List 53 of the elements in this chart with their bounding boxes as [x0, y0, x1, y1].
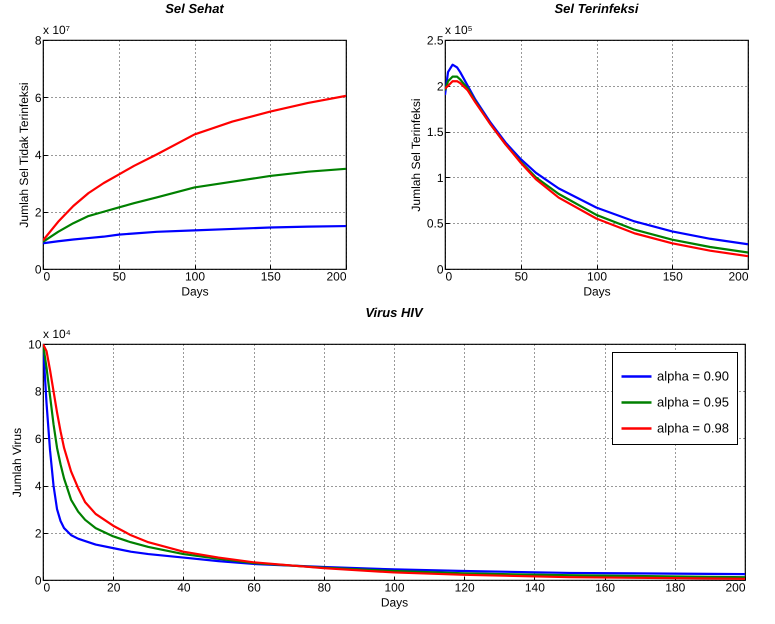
- x-axis-title: Days: [583, 284, 611, 298]
- x-tick-label: 0: [44, 270, 50, 284]
- y-axis-title: Jumlah Virus: [10, 428, 24, 498]
- x-tick-label: 150: [662, 270, 684, 284]
- x-tick-label: 100: [384, 580, 405, 594]
- y-tick-label: 4: [34, 148, 42, 162]
- x-tick-label: 100: [184, 270, 206, 284]
- text: x 10⁴: [43, 327, 71, 341]
- y-tick-label: 2: [34, 526, 42, 540]
- y-tick-label: 1.5: [426, 125, 444, 140]
- x-tick-label: 0: [446, 270, 452, 284]
- text: x 10⁷: [43, 23, 70, 37]
- x-tick-label: 80: [318, 580, 332, 594]
- x-axis-title: Days: [181, 284, 209, 298]
- x-tick-label: 200: [728, 270, 749, 284]
- x-tick-label: 200: [326, 270, 347, 284]
- y-tick-label: 1: [436, 170, 444, 185]
- y-tick-label: 2: [436, 79, 444, 94]
- x-tick-label: 150: [260, 270, 282, 284]
- y-tick-label: 6: [34, 90, 42, 105]
- x-tick-label: 160: [595, 580, 616, 594]
- y-tick-label: 0.5: [426, 216, 444, 231]
- text: x 10⁵: [445, 23, 473, 37]
- line-series: [43, 224, 346, 244]
- line-series: [43, 94, 346, 242]
- x-axis-title: Days: [380, 596, 408, 610]
- y-axis-title: Jumlah Sel Tidak Terinfeksi: [16, 82, 31, 228]
- y-tick-label: 8: [34, 384, 42, 399]
- x-tick-label: 200: [725, 580, 746, 594]
- x-tick-label: 60: [247, 580, 262, 594]
- y-axis-title: Jumlah Sel Terinfeksi: [408, 98, 423, 212]
- x-tick-label: 40: [177, 580, 191, 594]
- legend-label: alpha = 0.95: [657, 394, 729, 410]
- x-tick-label: 50: [514, 270, 528, 284]
- x-tick-label: 50: [112, 270, 126, 284]
- y-tick-label: 10: [28, 338, 42, 352]
- y-tick-label: 2.5: [426, 34, 444, 48]
- y-tick-label: 2: [34, 205, 42, 220]
- x-tick-label: 0: [44, 580, 50, 594]
- y-tick-label: 8: [34, 34, 42, 48]
- y-tick-label: 4: [34, 479, 42, 494]
- x-tick-label: 120: [454, 580, 476, 594]
- x-tick-label: 140: [524, 580, 546, 594]
- chart-title: Sel Terinfeksi: [554, 1, 639, 16]
- legend-label: alpha = 0.90: [657, 368, 729, 384]
- chart-title: Virus HIV: [365, 305, 424, 320]
- line-series: [43, 168, 346, 243]
- x-tick-label: 20: [107, 580, 121, 594]
- legend-label: alpha = 0.98: [657, 420, 729, 436]
- chart-title: Sel Sehat: [165, 1, 224, 16]
- y-tick-label: 6: [34, 432, 42, 446]
- x-tick-label: 100: [586, 270, 608, 284]
- x-tick-label: 180: [665, 580, 686, 594]
